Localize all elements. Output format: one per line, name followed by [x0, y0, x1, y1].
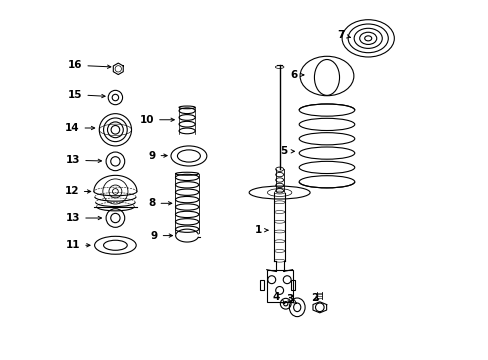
Text: 5: 5 — [280, 146, 294, 156]
Text: 8: 8 — [148, 198, 171, 208]
Text: 4: 4 — [272, 292, 284, 303]
Text: 16: 16 — [68, 60, 111, 70]
Text: 15: 15 — [68, 90, 105, 100]
Text: 3: 3 — [286, 294, 296, 304]
Text: 2: 2 — [310, 293, 318, 303]
Bar — [259, 280, 264, 291]
Text: 12: 12 — [64, 186, 91, 197]
Text: 13: 13 — [65, 213, 102, 223]
Text: 10: 10 — [140, 115, 174, 125]
Text: 1: 1 — [254, 225, 267, 235]
Text: 11: 11 — [65, 240, 90, 250]
Bar — [266, 270, 292, 302]
Text: 9: 9 — [148, 150, 167, 161]
Bar — [290, 280, 295, 291]
Text: 7: 7 — [337, 30, 350, 40]
Text: 14: 14 — [65, 123, 95, 133]
Text: 6: 6 — [290, 70, 303, 80]
Text: 13: 13 — [65, 155, 102, 165]
Text: 9: 9 — [150, 231, 172, 240]
